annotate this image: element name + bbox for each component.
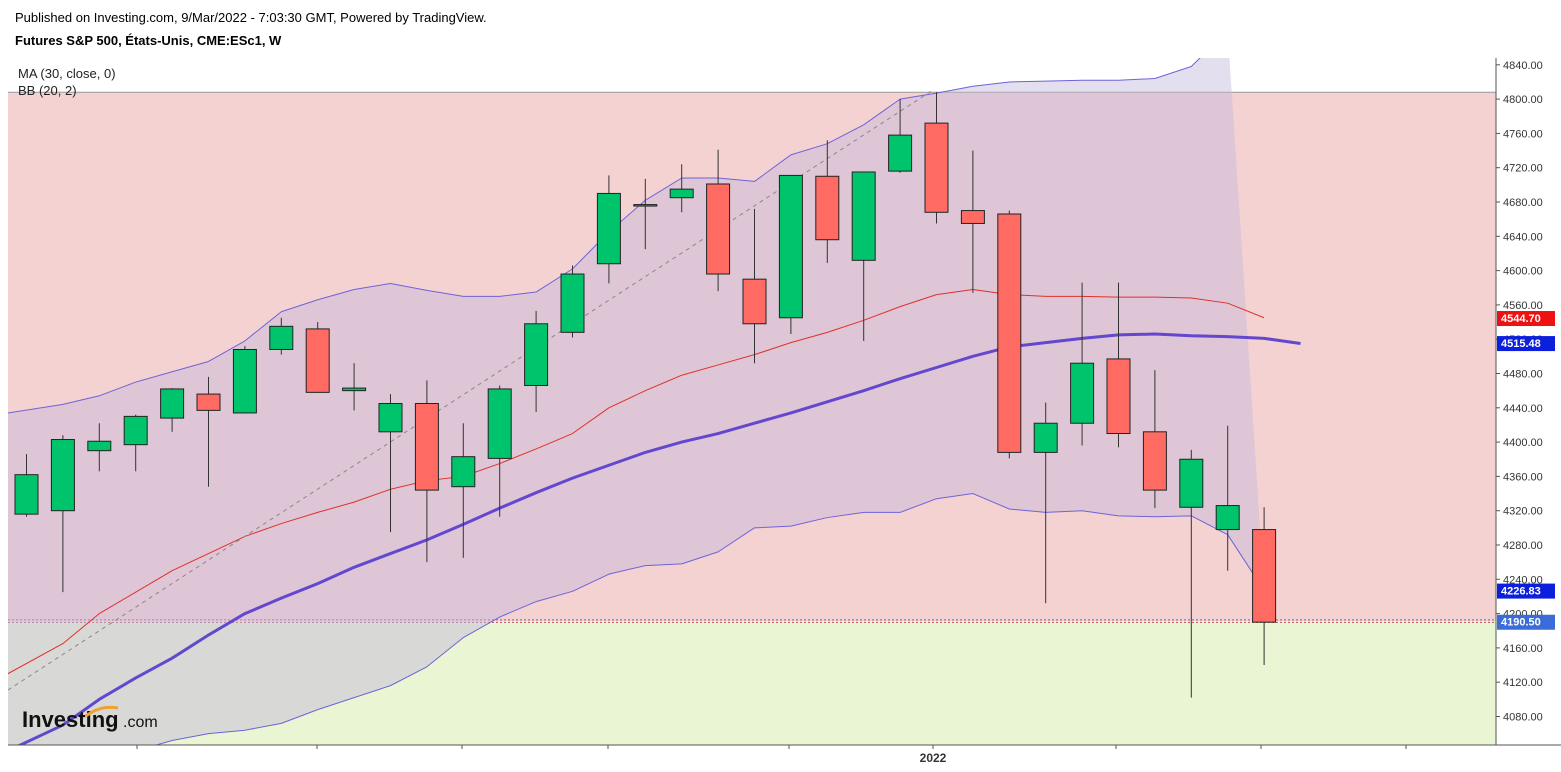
candle-body-12: [451, 456, 476, 488]
candle-body-15: [560, 273, 585, 333]
candle-body-10: [378, 403, 403, 433]
bollinger-lower-line: [154, 493, 1265, 745]
bollinger-upper-line: [8, 58, 1201, 414]
candle-body-22: [815, 175, 840, 241]
y-tick-label-15: 4680.00: [1503, 197, 1543, 209]
candle-body-14: [524, 323, 549, 387]
logo-suffix: .com: [123, 714, 158, 731]
candle-body-8: [305, 328, 330, 393]
candle-body-16: [596, 192, 621, 265]
candle-body-19: [706, 183, 731, 275]
y-tick-label-5: 4280.00: [1503, 540, 1543, 552]
candle-body-25: [924, 122, 949, 213]
price-badge-bb-mid: [1497, 311, 1555, 327]
candle-body-30: [1106, 358, 1131, 435]
candle-body-13: [487, 388, 512, 459]
candle-body-3: [123, 415, 148, 446]
candle-body-18: [669, 188, 694, 199]
bollinger-fill: [8, 58, 1265, 745]
price-badge-label-ma: 4515.48: [1501, 338, 1541, 350]
published-caption: Published on Investing.com, 9/Mar/2022 -…: [15, 10, 487, 25]
price-badges: 4544.70 4515.48 4226.83 4190.50: [1497, 311, 1555, 630]
candle-body-21: [778, 174, 803, 319]
candle-body-7: [269, 325, 294, 350]
y-tick-label-18: 4800.00: [1503, 94, 1543, 106]
price-badge-label-bb-mid: 4544.70: [1501, 313, 1541, 325]
candle-body-5: [196, 393, 221, 411]
candle-body-23: [851, 171, 876, 261]
candle-body-34: [1252, 529, 1277, 623]
candle-body-33: [1215, 505, 1240, 531]
y-tick-label-17: 4760.00: [1503, 128, 1543, 140]
y-tick-label-12: 4560.00: [1503, 300, 1543, 312]
legend-bb[interactable]: BB (20, 2): [18, 83, 77, 98]
y-tick-label-4: 4240.00: [1503, 574, 1543, 586]
zone-top: [8, 58, 1496, 93]
candle-body-1: [50, 439, 75, 512]
candle-body-32: [1179, 458, 1204, 508]
bollinger-mid-line: [8, 288, 1265, 675]
y-tick-label-19: 4840.00: [1503, 60, 1543, 72]
y-axis-ticks[interactable]: 4080.004120.004160.004200.004240.004280.…: [1496, 60, 1543, 724]
logo-brand: Investing: [22, 707, 119, 732]
y-tick-label-8: 4400.00: [1503, 437, 1543, 449]
y-tick-label-6: 4320.00: [1503, 506, 1543, 518]
price-badge-last: [1497, 614, 1555, 630]
price-badge-ma: [1497, 336, 1555, 352]
candle-body-20: [742, 278, 767, 325]
y-tick-label-2: 4160.00: [1503, 643, 1543, 655]
zone-lower: [8, 621, 1496, 745]
candle-body-26: [960, 210, 985, 224]
price-badge-label-last: 4190.50: [1501, 617, 1541, 629]
investing-logo: Investing .com: [22, 705, 158, 732]
candle-body-0: [14, 474, 39, 515]
price-badge-label-bb-lower: 4226.83: [1501, 586, 1541, 598]
y-tick-label-1: 4120.00: [1503, 677, 1543, 689]
candle-body-28: [1033, 422, 1058, 453]
candle-body-9: [342, 387, 367, 392]
y-tick-label-10: 4480.00: [1503, 369, 1543, 381]
price-badge-bb-lower: [1497, 583, 1555, 599]
candle-body-24: [888, 134, 913, 172]
y-tick-label-14: 4640.00: [1503, 231, 1543, 243]
y-tick-label-7: 4360.00: [1503, 471, 1543, 483]
candle-body-17: [633, 204, 658, 207]
y-tick-label-9: 4440.00: [1503, 403, 1543, 415]
y-tick-label-0: 4080.00: [1503, 712, 1543, 724]
candle-body-27: [997, 213, 1022, 453]
y-tick-label-16: 4720.00: [1503, 163, 1543, 175]
candle-body-31: [1142, 431, 1167, 491]
candle-body-11: [414, 403, 439, 491]
candle-body-2: [87, 440, 112, 452]
candle-body-6: [232, 348, 257, 414]
legend-ma[interactable]: MA (30, close, 0): [18, 66, 116, 81]
x-axis-year-label: 2022: [920, 751, 947, 765]
candle-body-4: [160, 388, 185, 419]
y-tick-label-13: 4600.00: [1503, 266, 1543, 278]
indicator-lines: [8, 58, 1301, 745]
axes: [8, 58, 1561, 749]
candlestick-series: [14, 92, 1277, 698]
bollinger-bands: [8, 58, 1265, 745]
ma30-line: [16, 332, 1301, 745]
instrument-title: Futures S&P 500, États-Unis, CME:ESc1, W: [15, 33, 282, 48]
candle-body-29: [1070, 362, 1095, 424]
logo-swoosh-icon: [85, 705, 119, 718]
